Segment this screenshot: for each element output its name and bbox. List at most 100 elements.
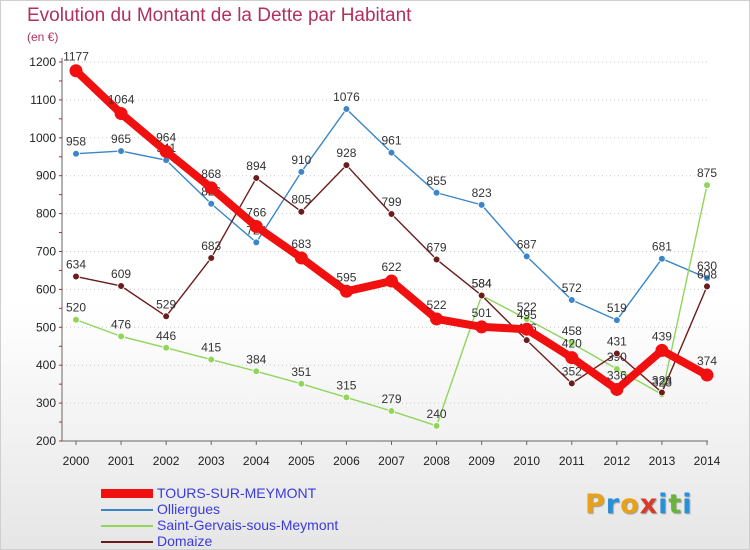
- x-tick-label: 2004: [243, 454, 270, 468]
- data-point: [117, 332, 125, 341]
- y-tick-label: 300: [36, 396, 56, 410]
- data-label: 958: [66, 135, 86, 149]
- data-point: [342, 393, 351, 402]
- x-tick-label: 2013: [649, 454, 676, 468]
- legend-item: TOURS-SUR-MEYMONT: [101, 485, 501, 501]
- data-label: 374: [697, 354, 717, 368]
- data-point: [520, 322, 534, 336]
- y-tick-label: 400: [36, 358, 56, 372]
- x-tick-label: 2006: [333, 454, 360, 468]
- data-label: 431: [607, 334, 627, 348]
- data-point: [703, 181, 711, 189]
- data-point: [567, 379, 576, 388]
- data-point: [658, 388, 666, 397]
- data-point: [387, 407, 396, 415]
- data-label: 681: [652, 240, 672, 254]
- data-point: [477, 201, 486, 209]
- x-tick-label: 2014: [694, 454, 721, 468]
- data-point: [385, 274, 398, 288]
- x-tick-label: 2011: [559, 454, 585, 468]
- data-label: 522: [427, 298, 447, 312]
- y-tick-label: 1200: [29, 55, 56, 69]
- data-point: [339, 284, 353, 298]
- data-point: [522, 336, 531, 344]
- data-label: 894: [246, 159, 266, 173]
- data-label: 446: [156, 329, 176, 343]
- data-point: [297, 207, 306, 216]
- data-label: 520: [66, 301, 86, 315]
- data-label: 352: [562, 364, 582, 378]
- legend-swatch: [101, 509, 153, 511]
- x-tick-label: 2009: [468, 454, 495, 468]
- y-tick-label: 1100: [30, 93, 56, 107]
- data-point: [613, 316, 621, 324]
- data-point: [613, 349, 621, 358]
- data-point: [297, 168, 306, 176]
- data-label: 910: [291, 153, 311, 167]
- x-tick-label: 2003: [198, 454, 225, 468]
- data-point: [432, 188, 441, 197]
- data-label: 501: [472, 306, 492, 320]
- y-tick-label: 200: [36, 434, 56, 448]
- legend-label: Saint-Gervais-sous-Meymont: [157, 517, 339, 533]
- legend-swatch: [101, 541, 153, 543]
- data-point: [252, 367, 261, 376]
- data-point: [117, 282, 125, 290]
- data-point: [658, 254, 666, 263]
- data-label: 868: [201, 167, 221, 181]
- data-point: [252, 238, 261, 247]
- data-label: 679: [427, 240, 447, 254]
- data-point: [69, 64, 83, 78]
- logo-letter: x: [639, 489, 659, 520]
- data-label: 799: [381, 195, 401, 209]
- data-label: 522: [517, 300, 537, 314]
- data-point: [159, 144, 173, 158]
- data-label: 240: [427, 407, 447, 421]
- x-tick-label: 2002: [153, 454, 180, 468]
- data-label: 495: [517, 308, 537, 322]
- data-point: [610, 382, 624, 396]
- logo-letter: r: [605, 489, 621, 520]
- data-label: 315: [336, 378, 356, 392]
- legend-item: Saint-Gervais-sous-Meymont: [101, 517, 501, 533]
- data-label: 420: [562, 337, 582, 351]
- data-point: [477, 291, 486, 300]
- data-point: [207, 199, 216, 208]
- data-point: [613, 365, 621, 373]
- data-point: [72, 272, 80, 281]
- legend-label: Domaize: [157, 533, 213, 549]
- data-point: [432, 255, 441, 264]
- data-point: [162, 343, 170, 352]
- data-point: [252, 174, 261, 182]
- data-label: 439: [652, 329, 672, 343]
- data-point: [72, 315, 80, 324]
- data-label: 608: [697, 267, 717, 281]
- data-label: 823: [472, 186, 492, 200]
- legend-item: Domaize: [101, 533, 501, 549]
- data-point: [655, 343, 669, 357]
- x-tick-label: 2000: [63, 454, 90, 468]
- x-tick-label: 2012: [604, 454, 631, 468]
- y-tick-label: 700: [36, 245, 56, 259]
- logo-letter: P: [585, 489, 606, 520]
- data-point: [567, 339, 576, 348]
- data-point: [703, 282, 711, 291]
- series-tours-sur-meymont: 1177 1064 964 868 766 683 595 622 522 501 495 420 33…: [63, 50, 717, 396]
- data-label: 622: [381, 260, 401, 274]
- data-point: [432, 422, 441, 430]
- data-label: 965: [111, 132, 131, 146]
- data-label: 476: [111, 317, 131, 331]
- y-tick-label: 600: [36, 282, 56, 296]
- legend-swatch: [101, 525, 153, 527]
- chart-title: Evolution du Montant de la Dette par Hab…: [27, 5, 412, 26]
- data-point: [567, 296, 576, 304]
- data-point: [204, 181, 218, 195]
- data-label: 875: [697, 166, 717, 180]
- data-point: [114, 107, 128, 121]
- data-label: 415: [201, 341, 221, 355]
- data-label: 609: [111, 267, 131, 281]
- data-label: 687: [517, 237, 537, 251]
- data-point: [297, 379, 306, 388]
- data-label: 630: [697, 259, 717, 273]
